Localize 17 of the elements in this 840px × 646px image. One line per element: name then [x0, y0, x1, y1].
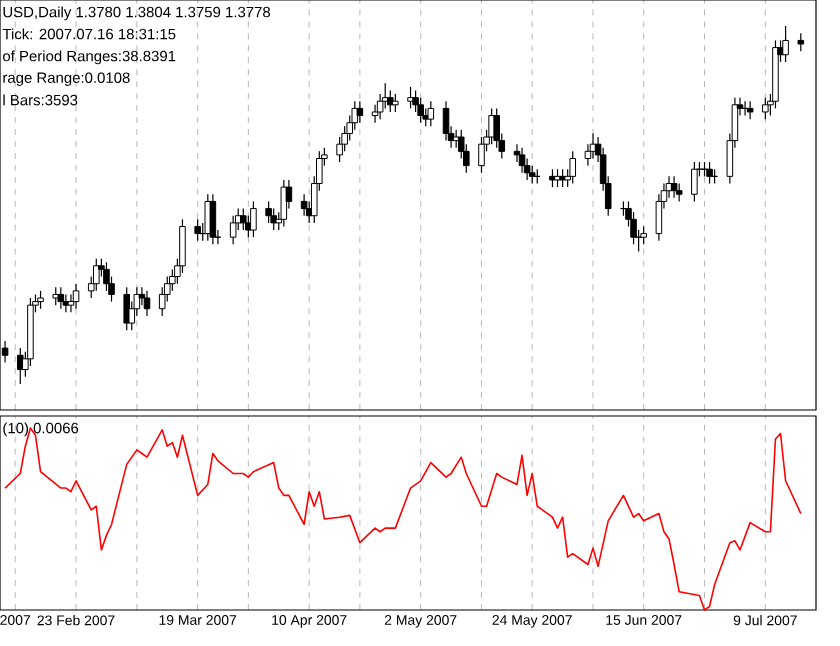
candlestick	[706, 161, 713, 185]
candlestick	[478, 136, 485, 174]
candlestick	[782, 25, 789, 63]
candlestick	[442, 100, 450, 142]
candlestick	[670, 175, 678, 199]
candlestick	[356, 100, 364, 124]
candlestick	[62, 293, 70, 313]
candlestick	[209, 193, 217, 245]
candlestick	[229, 215, 237, 245]
candlestick	[265, 200, 272, 224]
candlestick	[518, 147, 526, 174]
candlestick	[746, 100, 754, 120]
candlestick	[762, 97, 769, 120]
candlestick	[691, 161, 698, 203]
candlestick	[143, 290, 151, 317]
candlestick	[72, 283, 80, 310]
candlestick	[569, 150, 577, 185]
